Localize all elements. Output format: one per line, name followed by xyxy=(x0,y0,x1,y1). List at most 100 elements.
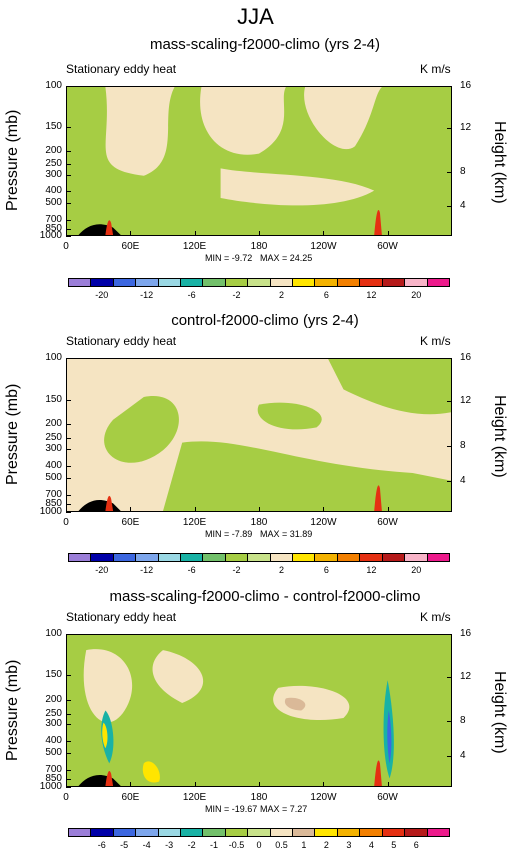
y-tick xyxy=(66,512,71,513)
field-region xyxy=(257,402,322,430)
units-label: K m/s xyxy=(420,62,451,76)
colorbar-swatch xyxy=(293,279,316,286)
y-axis-title: Pressure (mb) xyxy=(4,659,21,761)
y-tick xyxy=(66,779,71,781)
y-right-tick-label: 4 xyxy=(460,750,466,762)
y-tick-label: 250 xyxy=(45,432,62,444)
field-region xyxy=(152,650,204,703)
field-region xyxy=(142,761,160,783)
plot-area xyxy=(66,634,452,787)
y-tick xyxy=(66,126,71,128)
y-tick-label: 850 xyxy=(45,222,62,234)
field-region xyxy=(387,710,392,764)
plot-area xyxy=(66,358,452,512)
y-tick-label: 200 xyxy=(45,418,62,430)
colorbar-label: 6 xyxy=(323,565,329,575)
max-label: MAX = 7.27 xyxy=(260,804,308,814)
colorbar-swatch xyxy=(181,554,204,561)
colorbar-swatch xyxy=(158,279,182,286)
x-tick xyxy=(323,782,325,787)
y-tick xyxy=(66,787,71,788)
y-right-tick-label: 12 xyxy=(460,670,472,682)
x-tick-label: 120W xyxy=(310,792,337,803)
colorbar-swatch xyxy=(69,279,92,286)
y-tick xyxy=(66,150,71,152)
colorbar-swatch xyxy=(382,554,406,561)
y-right-tick xyxy=(447,128,452,129)
y-tick xyxy=(66,495,71,497)
colorbar-label: 4 xyxy=(368,840,374,850)
max-label: MAX = 31.89 xyxy=(260,529,313,539)
colorbar-label: -6 xyxy=(187,565,196,575)
x-tick xyxy=(130,782,132,787)
colorbar-label: -6 xyxy=(97,840,106,850)
field-region xyxy=(83,649,133,723)
colorbar-swatch xyxy=(360,554,383,561)
colorbar-label: 12 xyxy=(366,290,377,300)
y-tick-label: 850 xyxy=(45,773,62,785)
y-tick xyxy=(66,236,71,237)
units-label: K m/s xyxy=(420,610,451,624)
y-tick-label: 200 xyxy=(45,144,62,156)
y-tick xyxy=(66,753,71,755)
colorbar-swatch xyxy=(270,829,294,836)
y-right-axis-title: Height (km) xyxy=(491,670,508,754)
y-right-tick xyxy=(447,358,452,359)
y-tick xyxy=(66,448,71,450)
colorbar-swatch xyxy=(91,279,114,286)
x-tick xyxy=(323,507,325,512)
colorbar-swatch xyxy=(293,829,316,836)
x-tick-label: 0 xyxy=(63,517,69,528)
colorbar-swatch xyxy=(360,829,383,836)
y-right-tick xyxy=(447,756,452,758)
x-tick-label: 60E xyxy=(121,792,140,803)
min-label: MIN = -9.72 xyxy=(205,253,253,263)
x-tick-label: 60E xyxy=(121,517,140,528)
y-tick-label: 150 xyxy=(45,120,62,132)
colorbar-swatch xyxy=(315,279,338,286)
y-tick xyxy=(66,228,71,230)
y-tick-label: 300 xyxy=(45,442,62,454)
y-right-tick-label: 4 xyxy=(460,200,466,211)
y-tick xyxy=(66,770,71,772)
field-region xyxy=(273,685,350,721)
colorbar-swatch xyxy=(203,829,226,836)
colorbar-swatch xyxy=(225,279,249,286)
colorbar-swatch xyxy=(427,279,449,286)
field-region xyxy=(220,168,375,206)
colorbar-swatch xyxy=(69,554,92,561)
colorbar-label: 2 xyxy=(278,565,284,575)
colorbar-swatch xyxy=(181,829,204,836)
colorbar-label: 20 xyxy=(411,290,422,300)
colorbar-label: -5 xyxy=(120,840,129,850)
y-tick xyxy=(66,219,71,221)
y-tick-label: 300 xyxy=(45,168,62,180)
y-tick-label: 400 xyxy=(45,185,62,196)
y-tick xyxy=(66,699,71,701)
colorbar-swatch xyxy=(136,829,159,836)
feature-spike xyxy=(374,210,382,235)
units-label: K m/s xyxy=(420,334,451,348)
colorbar-swatch xyxy=(203,554,226,561)
y-right-tick-label: 8 xyxy=(460,165,466,177)
colorbar-label: 5 xyxy=(391,840,397,850)
y-tick-label: 250 xyxy=(45,158,62,169)
x-tick xyxy=(194,507,196,512)
y-tick-label: 200 xyxy=(45,693,62,705)
y-tick xyxy=(66,634,71,635)
field-region xyxy=(200,87,286,155)
y-tick xyxy=(66,358,71,359)
colorbar-swatch xyxy=(382,829,406,836)
feature-spike xyxy=(105,220,114,235)
colorbar-swatch xyxy=(270,279,294,286)
y-tick-label: 1000 xyxy=(39,506,62,517)
colorbar-swatch xyxy=(136,554,159,561)
x-tick xyxy=(323,231,325,236)
colorbar-swatch xyxy=(248,554,271,561)
colorbar-label: -12 xyxy=(140,565,154,575)
colorbar-label: 2 xyxy=(278,290,284,300)
x-tick-label: 120E xyxy=(182,517,207,528)
colorbar xyxy=(68,278,450,287)
